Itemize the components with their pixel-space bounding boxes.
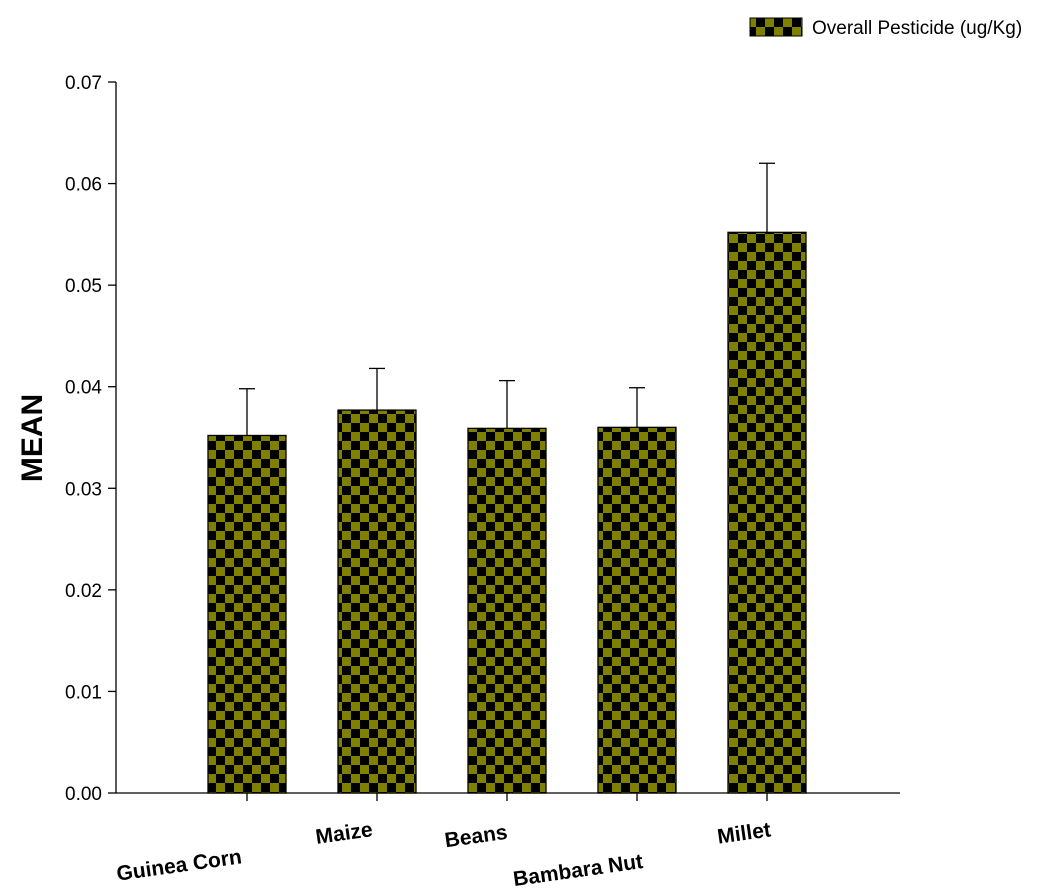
y-tick-label: 0.07 [65, 73, 102, 94]
y-tick-label: 0.06 [65, 175, 102, 196]
y-ticks: 0.00 0.01 0.02 0.03 0.04 0.05 0.06 0.07 [65, 73, 116, 805]
x-tick-label: Millet [716, 818, 772, 848]
bar [207, 434, 287, 794]
bars [207, 231, 807, 794]
bar [597, 426, 677, 794]
y-tick-label: 0.03 [65, 479, 102, 500]
bar [727, 231, 807, 794]
bar [337, 409, 417, 794]
bar [467, 427, 547, 794]
x-tick-label: Maize [314, 818, 374, 849]
x-tick-label: Guinea Corn [115, 845, 243, 885]
x-tick-label: Bambara Nut [512, 850, 645, 888]
y-tick-label: 0.00 [65, 784, 102, 805]
legend-label: Overall Pesticide (ug/Kg) [812, 18, 1022, 39]
legend: Overall Pesticide (ug/Kg) [749, 17, 1022, 39]
y-tick-label: 0.04 [65, 378, 102, 399]
y-tick-label: 0.02 [65, 581, 102, 602]
x-ticks [246, 793, 768, 801]
x-tick-label: Beans [443, 821, 509, 853]
y-tick-label: 0.05 [65, 276, 102, 297]
y-tick-label: 0.01 [65, 682, 102, 703]
legend-swatch [749, 17, 803, 37]
y-axis-title: MEAN [16, 394, 49, 482]
error-bars [239, 162, 775, 436]
